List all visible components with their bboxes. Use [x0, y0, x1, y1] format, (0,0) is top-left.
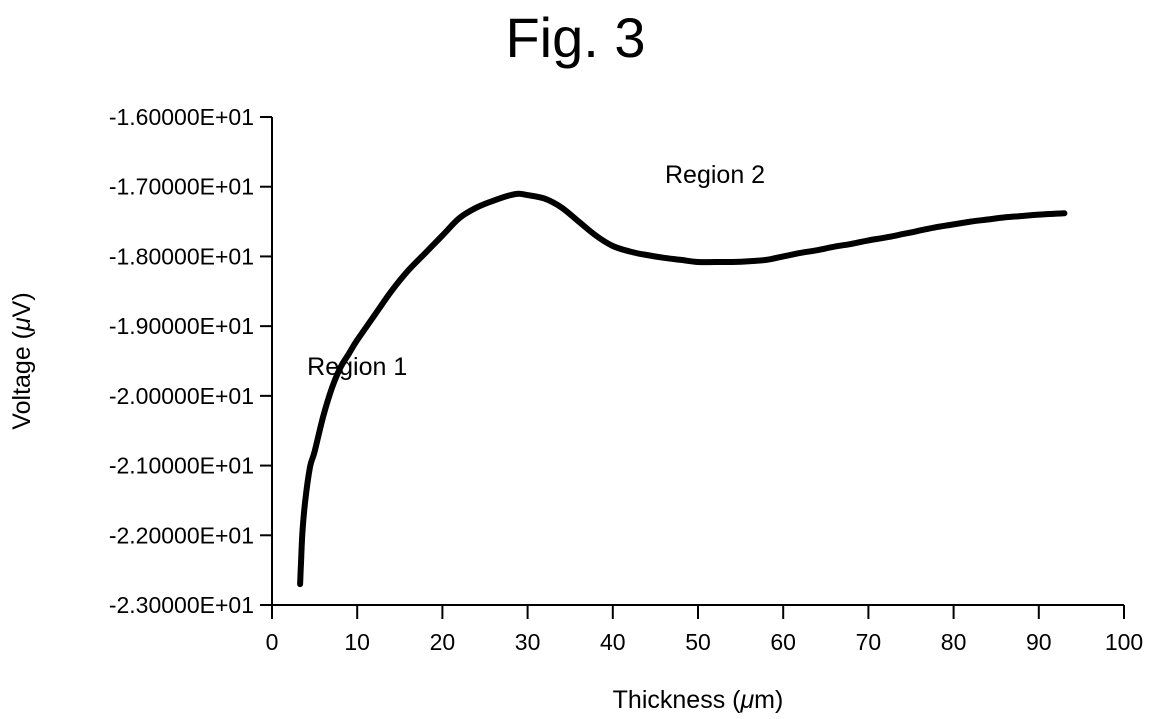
- series-group: [297, 190, 1068, 588]
- x-tick-label: 50: [685, 629, 711, 655]
- x-tick-label: 100: [1105, 629, 1143, 655]
- x-tick-label: 90: [1026, 629, 1052, 655]
- x-tick-label: 60: [770, 629, 796, 655]
- x-tick-label: 40: [600, 629, 626, 655]
- x-axis-label: Thickness (μm): [613, 686, 784, 714]
- y-axis-label-suffix: V): [8, 292, 36, 317]
- series-line: [297, 190, 1068, 588]
- x-ticks: 0 10 20 30 40 50 60 70 80 90 100: [266, 605, 1143, 655]
- x-tick-label: 30: [515, 629, 541, 655]
- annotation-label: Region 2: [665, 161, 765, 189]
- x-tick-label: 10: [344, 629, 370, 655]
- y-tick-label: -1.90000E+01: [109, 313, 254, 339]
- y-tick-label: -1.60000E+01: [109, 104, 254, 130]
- y-tick-label: -2.30000E+01: [109, 592, 254, 618]
- y-tick-label: -2.00000E+01: [109, 383, 254, 409]
- x-axis-label-prefix: Thickness (: [613, 686, 741, 714]
- y-tick-label: -2.10000E+01: [109, 453, 254, 479]
- y-tick-label: -1.80000E+01: [109, 243, 254, 269]
- annotation-label: Region 1: [307, 353, 407, 381]
- figure-title: Fig. 3: [505, 6, 646, 69]
- y-ticks: -1.60000E+01 -1.70000E+01 -1.80000E+01 -1.9…: [109, 104, 272, 618]
- y-axis-label: Voltage (μV): [8, 292, 36, 429]
- y-axis-label-prefix: Voltage (: [8, 330, 36, 429]
- x-axis-label-suffix: m): [754, 686, 783, 714]
- x-axis-label-unit: μ: [739, 686, 754, 714]
- x-tick-label: 20: [430, 629, 456, 655]
- x-tick-label: 0: [266, 629, 279, 655]
- y-tick-label: -1.70000E+01: [109, 174, 254, 200]
- x-tick-label: 70: [856, 629, 882, 655]
- y-axis-label-unit: μ: [8, 317, 36, 332]
- y-tick-label: -2.20000E+01: [109, 522, 254, 548]
- x-tick-label: 80: [941, 629, 967, 655]
- annotations-group: Region 1 Region 2: [307, 161, 765, 381]
